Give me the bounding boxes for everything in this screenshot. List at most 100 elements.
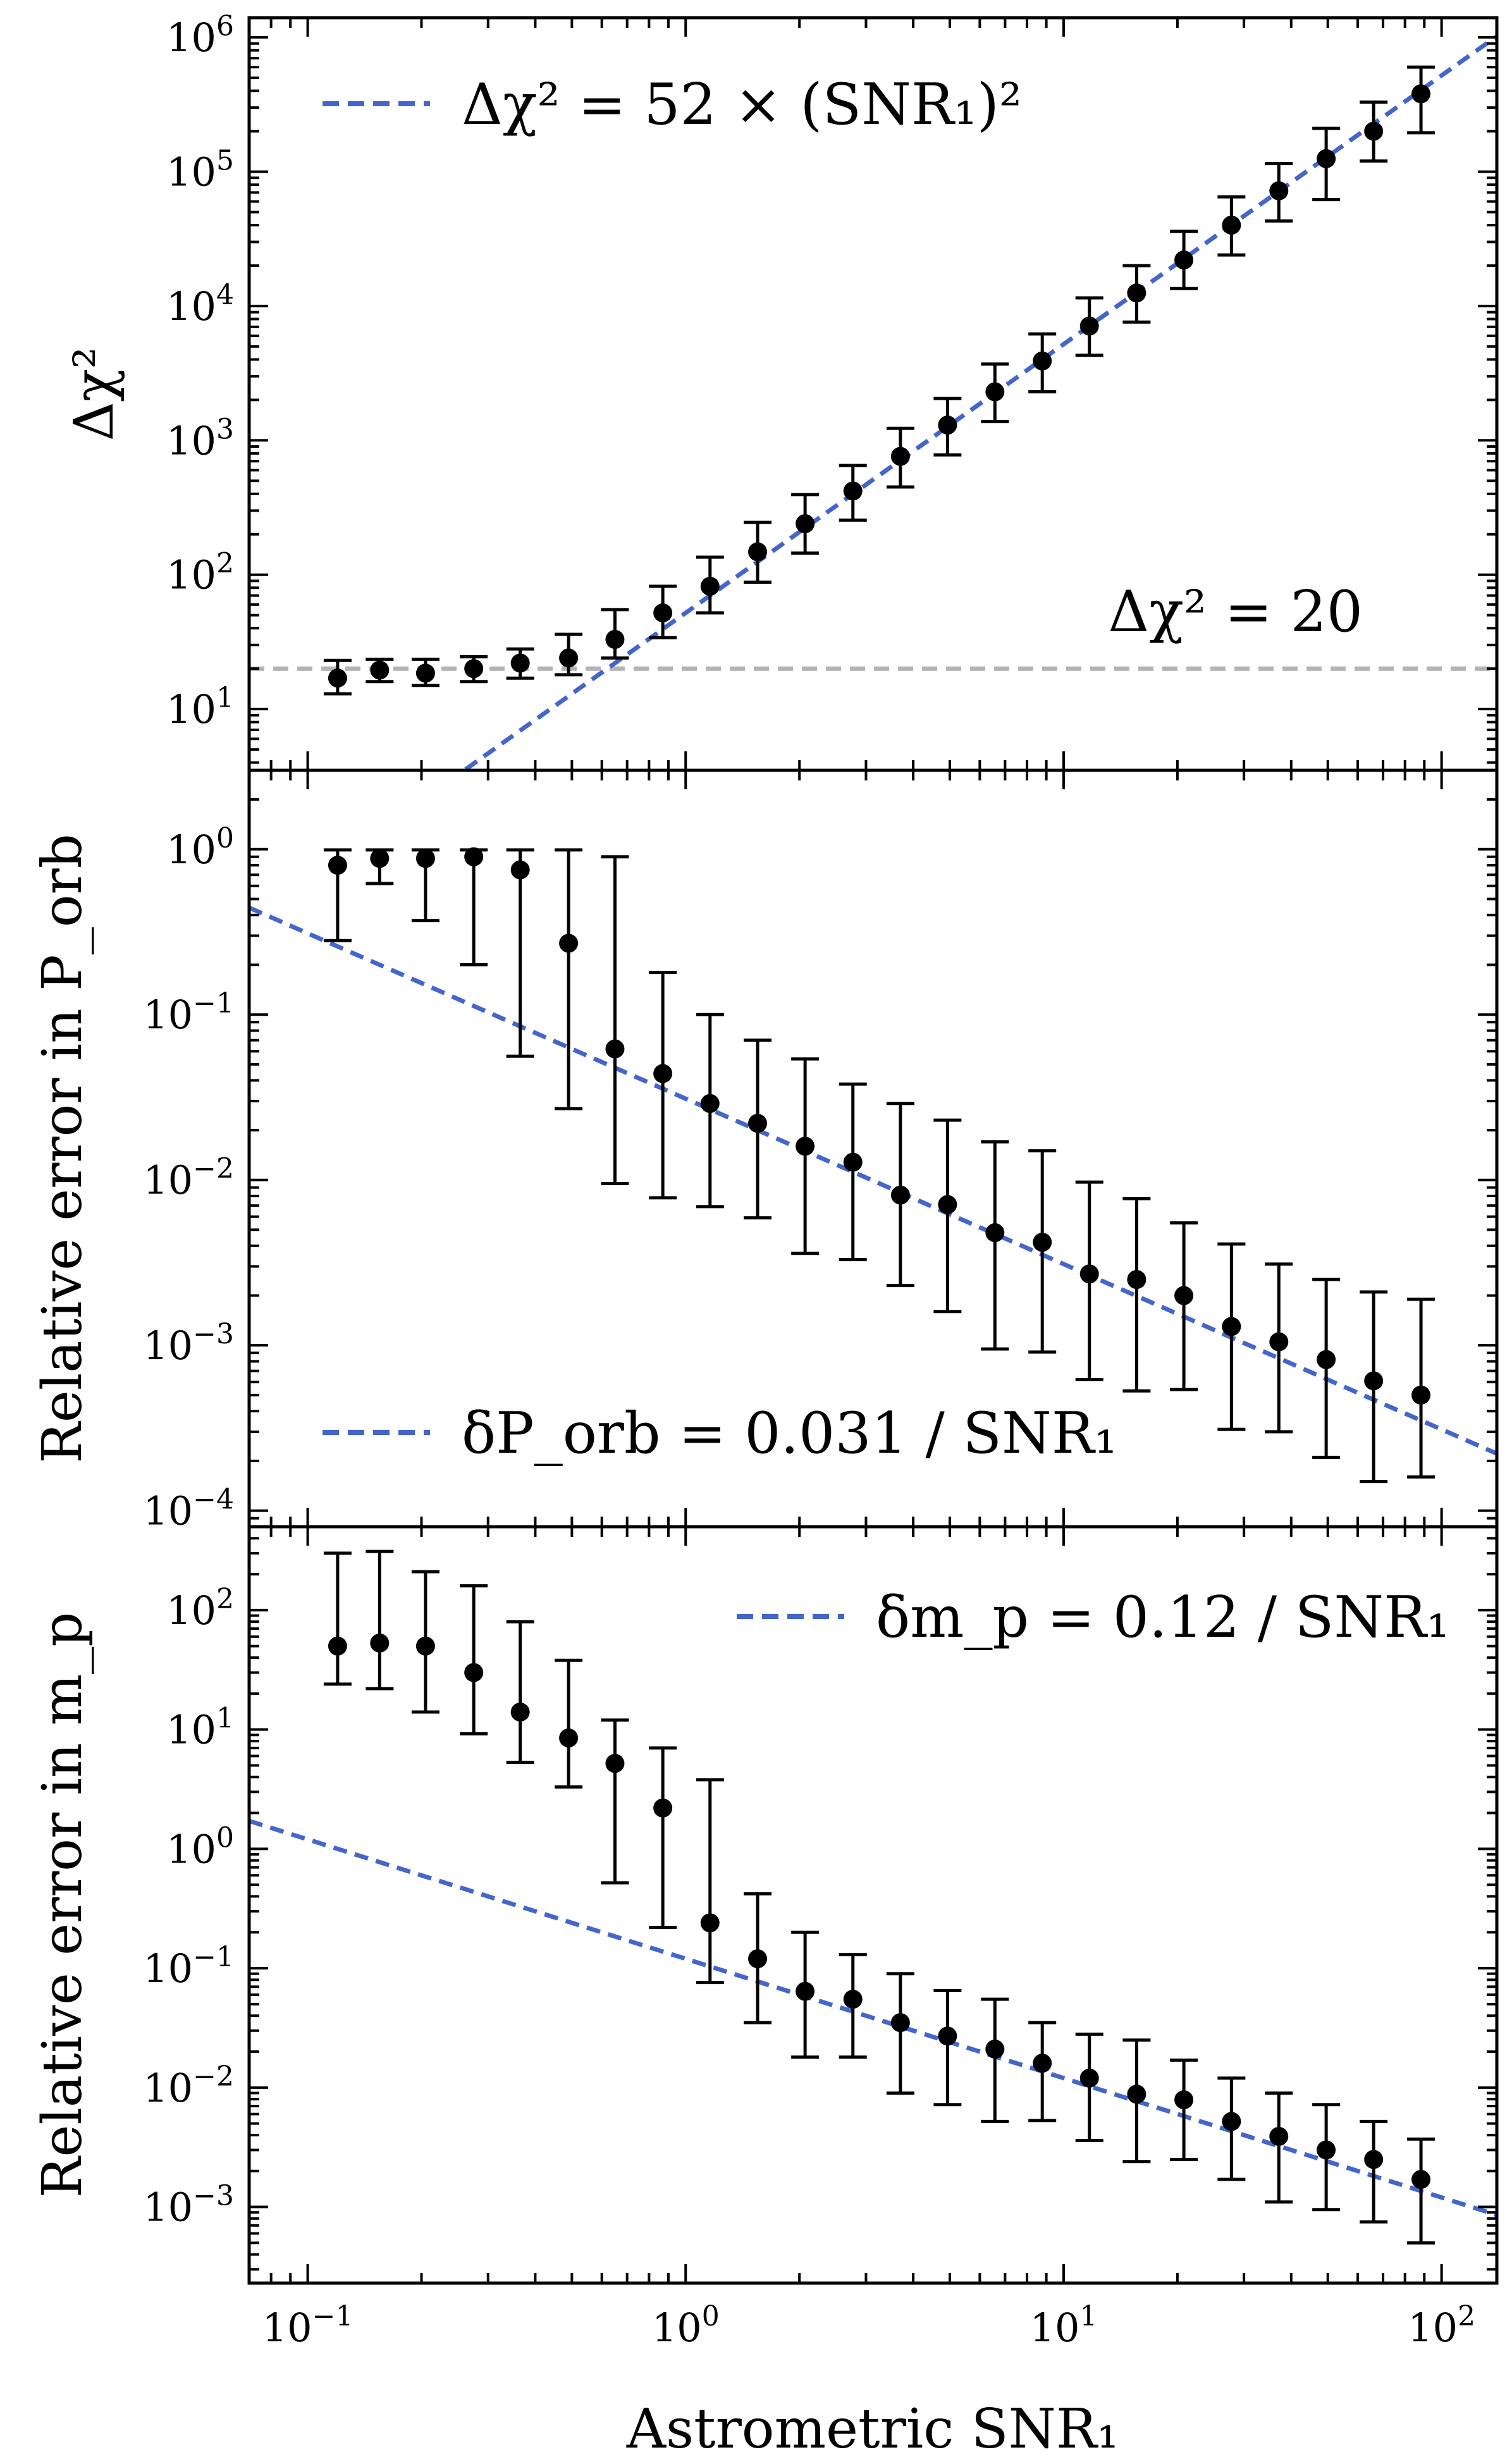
data-point — [411, 848, 439, 923]
marker — [985, 1223, 1005, 1243]
marker — [510, 860, 530, 880]
marker — [843, 1990, 863, 2009]
data-point — [555, 632, 583, 677]
marker — [605, 1754, 625, 1773]
marker — [1222, 1317, 1241, 1336]
y-tick-label: 10−1 — [143, 987, 234, 1038]
data-point — [696, 555, 724, 615]
data-point — [366, 1549, 394, 1691]
data-point — [601, 855, 629, 1186]
marker — [328, 1636, 347, 1656]
y-axis-title-delta-chi2: Δχ² — [63, 347, 126, 441]
data-point — [649, 584, 677, 639]
data-point — [744, 521, 772, 584]
data-point — [886, 1972, 914, 2095]
x-tick-label: 10−1 — [262, 2300, 353, 2351]
data-point — [411, 657, 439, 687]
x-tick-label: 101 — [1030, 2300, 1098, 2351]
data-point — [1312, 2103, 1341, 2212]
marker — [748, 1114, 768, 1133]
marker — [796, 1137, 815, 1156]
marker — [605, 630, 625, 650]
legend-label-porb: δP_orb = 0.031 / SNR₁ — [462, 1400, 1117, 1467]
data-point — [1312, 1278, 1341, 1459]
plot-area-porb-error — [249, 847, 1497, 1484]
data-point — [323, 658, 352, 696]
data-point — [1360, 2119, 1388, 2224]
plot-area-delta-chi2 — [249, 34, 1497, 770]
panel-mp-error: 10−3 10−2 10−1 100 101 102 — [143, 1525, 1499, 2285]
marker — [605, 1039, 625, 1059]
data-point — [886, 1102, 914, 1288]
marker — [796, 514, 815, 533]
marker — [1364, 121, 1384, 141]
panel-porb-error: 10−4 10−3 10−2 10−1 100 — [143, 768, 1499, 1534]
marker — [843, 481, 863, 501]
data-point — [1170, 2058, 1198, 2161]
data-point — [1360, 100, 1388, 163]
marker — [328, 856, 347, 875]
data-point — [1407, 1297, 1435, 1479]
marker — [1269, 2126, 1289, 2146]
marker — [1222, 2112, 1241, 2131]
data-point — [1170, 230, 1198, 290]
data-point — [411, 1570, 439, 1714]
data-point — [933, 1988, 962, 2107]
data-point — [1360, 1290, 1388, 1484]
plot-area-mp-error — [249, 1549, 1497, 2245]
data-point — [744, 1038, 772, 1220]
data-point — [323, 848, 352, 942]
marker — [370, 1633, 390, 1653]
y-tick-label: 101 — [166, 682, 234, 733]
y-tick-label: 103 — [166, 413, 234, 464]
data-point — [791, 1930, 820, 2059]
marker — [890, 1185, 910, 1205]
data-point — [1217, 195, 1246, 257]
fit-line-mp-error — [249, 1818, 1497, 2217]
data-point — [791, 493, 820, 555]
data-point — [744, 1892, 772, 2024]
data-point — [460, 655, 488, 684]
data-point — [1170, 1221, 1198, 1391]
data-point — [1265, 2091, 1293, 2204]
marker — [370, 660, 390, 680]
data-point — [1122, 264, 1151, 324]
x-tick-label: 102 — [1408, 2300, 1475, 2351]
marker — [1079, 316, 1099, 336]
marker — [1364, 2150, 1384, 2169]
data-point — [839, 1082, 867, 1262]
data-point — [933, 1118, 962, 1314]
marker — [1033, 2054, 1052, 2073]
data-point — [1312, 126, 1341, 202]
data-point — [1217, 1242, 1246, 1431]
marker — [464, 659, 484, 679]
marker — [1317, 1350, 1336, 1369]
data-point — [1075, 2032, 1103, 2143]
y-tick-label: 102 — [166, 1582, 234, 1634]
marker — [559, 933, 579, 953]
marker — [938, 2026, 957, 2046]
data-point — [601, 608, 629, 660]
marker — [938, 416, 957, 435]
y-tick-label: 105 — [166, 144, 234, 195]
data-point — [839, 464, 867, 522]
marker — [1174, 1286, 1194, 1305]
y-tick-label: 100 — [166, 822, 234, 873]
data-point — [696, 1013, 724, 1209]
data-point — [1075, 296, 1103, 357]
y-axis-title-mp: Relative error in m_p — [31, 1612, 94, 2198]
marker — [890, 447, 910, 466]
y-tick-label: 102 — [166, 547, 234, 598]
y-axis-title-porb: Relative error in P_orb — [31, 834, 94, 1463]
y-tick-label: 10−3 — [143, 2179, 234, 2231]
data-point — [506, 1620, 534, 1765]
marker — [985, 2040, 1005, 2059]
data-point — [1122, 1197, 1151, 1393]
y-tick-label: 101 — [166, 1702, 234, 1753]
marker — [653, 603, 673, 623]
data-point — [460, 847, 488, 967]
marker — [1127, 1270, 1146, 1290]
marker — [510, 1703, 530, 1722]
legend-label-delta-chi2: Δχ² = 52 × (SNR₁)² — [462, 71, 1022, 138]
marker — [559, 1728, 579, 1747]
